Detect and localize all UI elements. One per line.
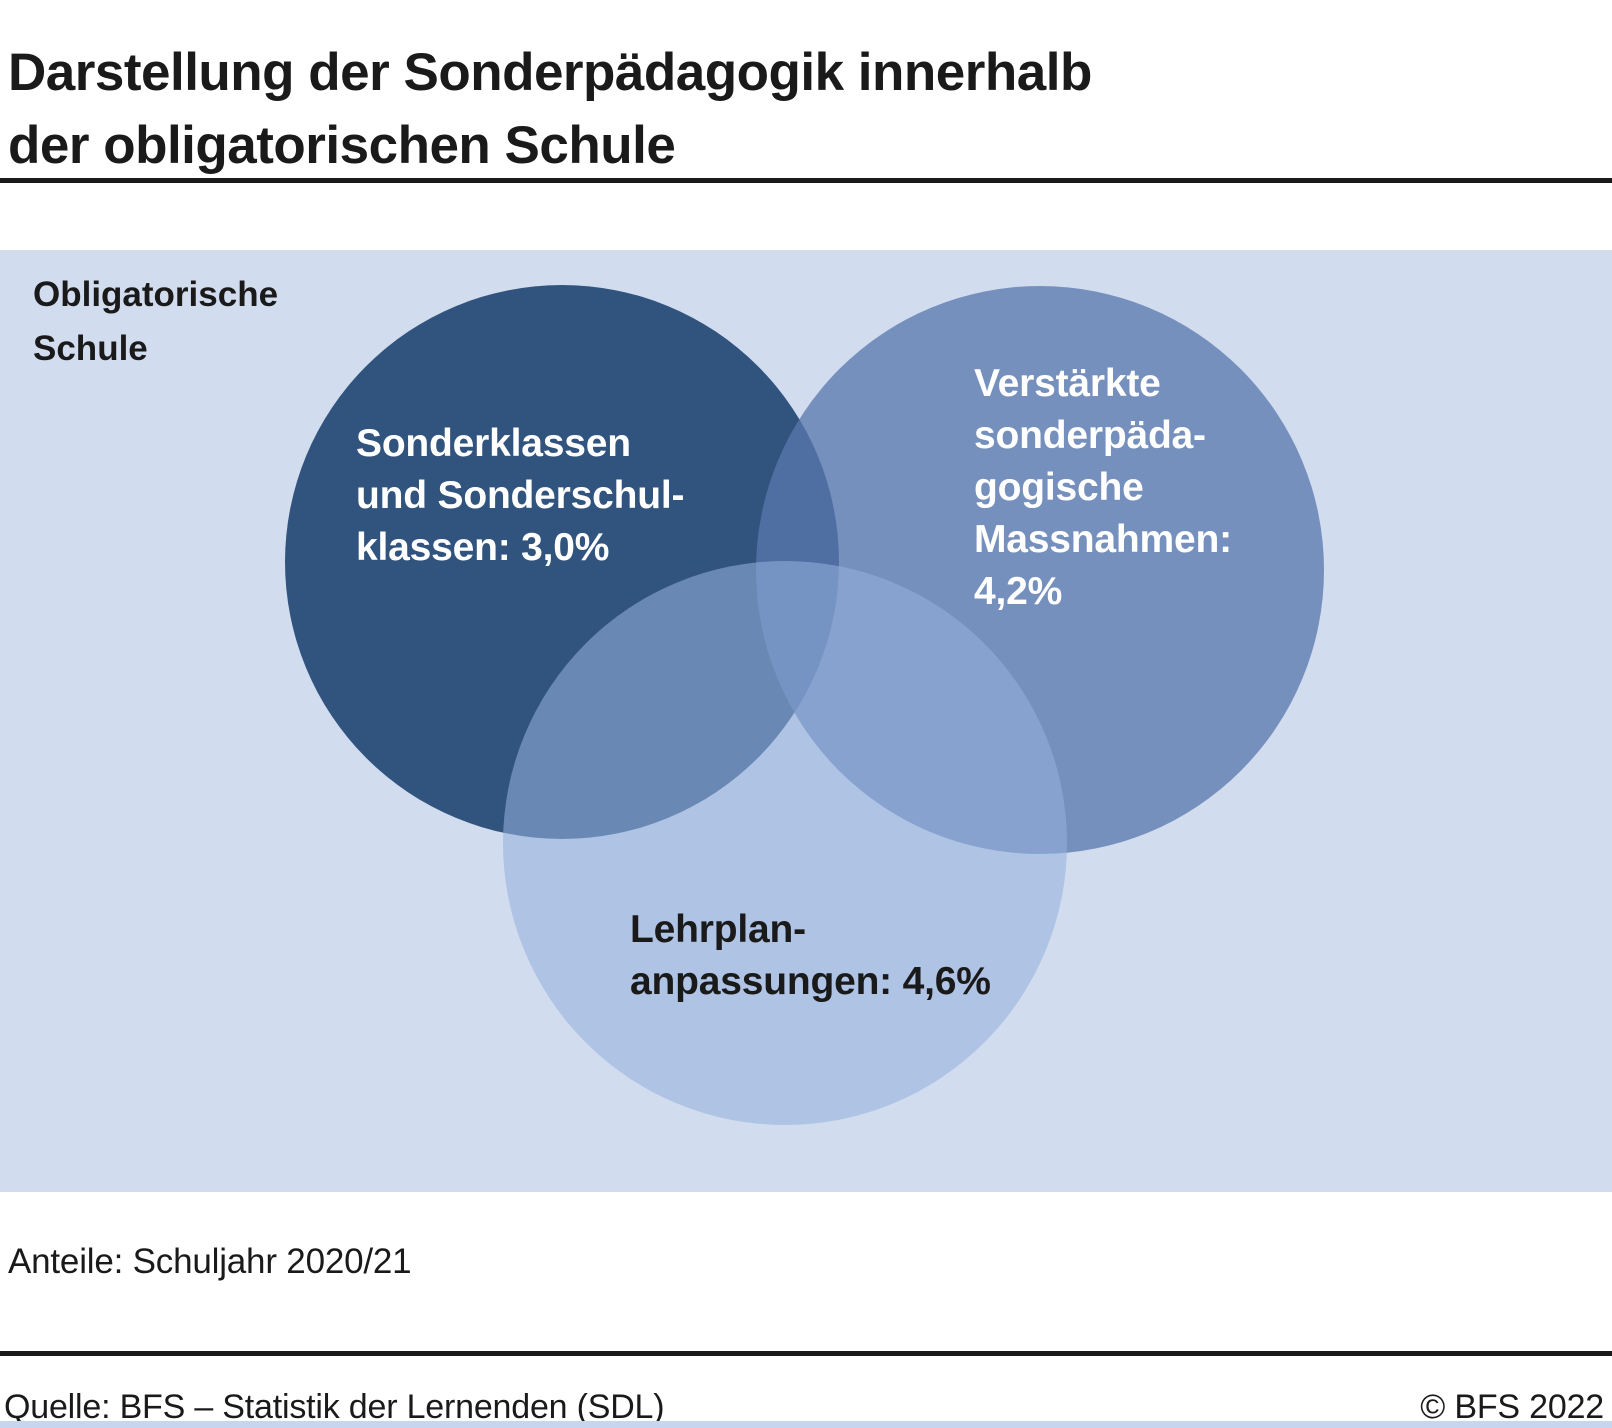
universe-label-line-1: Obligatorische [33, 275, 279, 314]
label-massnahmen-line-1: Verstärkte [974, 362, 1161, 405]
venn-panel: Obligatorische Schule Sonderklassen und … [0, 250, 1612, 1192]
label-sonderklassen-line-1: Sonderklassen [356, 422, 631, 465]
circle-lehrplananpassungen [503, 561, 1067, 1125]
label-verstaerkte-massnahmen: Verstärkte sonderpäda- gogische Massnahm… [974, 358, 1232, 618]
copyright-text: © BFS 2022 [1420, 1388, 1604, 1426]
note-anteile: Anteile: Schuljahr 2020/21 [8, 1242, 412, 1281]
bottom-accent-bar [0, 1421, 1612, 1428]
page-title-line-1: Darstellung der Sonderpädagogik innerhal… [8, 42, 1092, 102]
label-sonderklassen-line-2: und Sonderschul- [356, 474, 685, 517]
title-rule [0, 178, 1612, 183]
venn-diagram [285, 285, 1324, 1125]
label-sonderklassen: Sonderklassen und Sonderschul- klassen: … [356, 418, 685, 574]
label-lehrplan-line-1: Lehrplan- [630, 908, 806, 951]
source-text: Quelle: BFS – Statistik der Lernenden (S… [4, 1388, 665, 1426]
label-lehrplananpassungen: Lehrplan- anpassungen: 4,6% [630, 904, 991, 1008]
universe-label-line-2: Schule [33, 329, 148, 368]
page-title: Darstellung der Sonderpädagogik innerhal… [8, 36, 1092, 182]
label-massnahmen-line-3: gogische [974, 466, 1144, 509]
page-title-line-2: der obligatorischen Schule [8, 115, 676, 175]
label-massnahmen-line-4: Massnahmen: [974, 518, 1232, 561]
label-massnahmen-line-5: 4,2% [974, 570, 1063, 613]
footer-rule [0, 1351, 1612, 1356]
universe-label: Obligatorische Schule [33, 268, 278, 376]
label-massnahmen-line-2: sonderpäda- [974, 414, 1206, 457]
label-lehrplan-line-2: anpassungen: 4,6% [630, 960, 991, 1003]
label-sonderklassen-line-3: klassen: 3,0% [356, 526, 610, 569]
